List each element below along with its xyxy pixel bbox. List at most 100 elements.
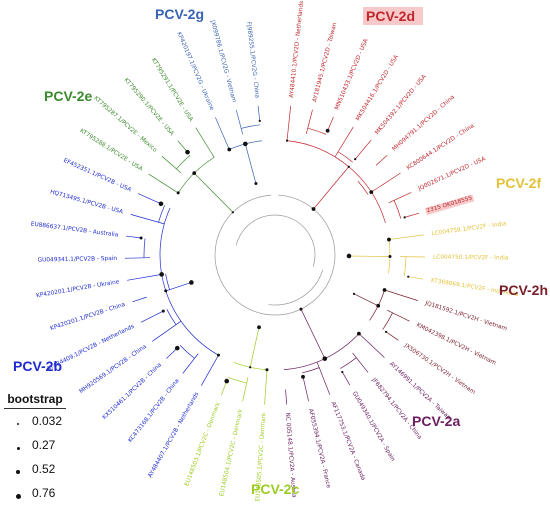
leaf-branch (387, 310, 409, 321)
group-label-pcv-2d: PCV-2d (366, 8, 415, 24)
leaf-label: HQ713495.1/PCV2B - USA (49, 189, 123, 215)
leaf-label: EU886637.1/PCV2B - Australia (30, 222, 119, 239)
clade-stem (349, 256, 390, 257)
legend-dot-icon (16, 470, 20, 474)
leaf-branch (317, 362, 330, 395)
root-arc (236, 215, 315, 267)
tree-branches (125, 106, 425, 405)
clade-arc (160, 208, 218, 355)
group-label-pcv-2b: PCV-2b (13, 358, 62, 374)
bootstrap-node (354, 158, 356, 160)
leaf-label: EU148503.1/PCV2C - Denmark (184, 401, 222, 487)
bootstrap-node (232, 211, 234, 213)
leaf-branch (359, 334, 385, 358)
leaf-label: AF055394.1/PCV2A - France (307, 408, 331, 489)
leaf-branch (201, 355, 218, 385)
bootstrap-node (159, 201, 164, 206)
leaf-branch (355, 140, 371, 159)
leaf-branch (328, 117, 334, 131)
group-label-pcv-2h: PCV-2h (499, 282, 548, 298)
leaf-branch (149, 174, 178, 193)
leaf-label: AY484410.1/PCV2D - Netherlands (289, 1, 305, 99)
internal-arc (383, 313, 393, 330)
leaf-label-highlighted: 2315 OK018555 (426, 195, 473, 214)
bootstrap-node (164, 289, 167, 292)
bootstrap-node (347, 254, 352, 259)
clade-stem (301, 309, 325, 359)
bootstrap-node (299, 308, 302, 311)
bootstrap-node (369, 190, 373, 194)
bootstrap-node (286, 140, 288, 142)
leaf-branch (127, 274, 161, 280)
bootstrap-node (348, 166, 350, 168)
bootstrap-node (383, 288, 387, 292)
leaf-label: MN510433.1/PCV2D - USA (334, 38, 369, 111)
leaf-branch (183, 354, 198, 374)
group-label-pcv-2a: PCV-2a (412, 413, 460, 429)
legend-title: bootstrap (4, 392, 66, 409)
internal-arc (308, 128, 326, 134)
bootstrap-node (243, 142, 248, 147)
leaf-label: JX099786.1/PCV2G - Vietnam (209, 19, 237, 104)
bootstrap-node (323, 356, 328, 361)
leaf-label: JQ181592.1/PCV2H - Vietnam (423, 300, 507, 332)
leaf-branch (287, 106, 291, 141)
clade-stem (245, 144, 256, 184)
leaf-branch (306, 110, 312, 134)
internal-arc (159, 205, 165, 222)
group-labels: PCV-2g PCV-2d PCV-2e PCV-2f PCV-2h PCV-2… (13, 6, 548, 497)
legend-dot-icon (16, 494, 21, 499)
internal-arc (180, 345, 194, 358)
leaf-label: JQ002671.1/PCV2D - USA (417, 156, 487, 192)
bootstrap-legend: bootstrap 0.032 0.27 0.52 0.76 (4, 392, 66, 502)
internal-arc (394, 200, 401, 218)
bootstrap-node (140, 236, 143, 239)
internal-arc (228, 377, 247, 383)
legend-dot-icon (17, 423, 19, 425)
internal-arc (404, 257, 406, 276)
leaf-label: GU049341.1/PCV2B - Spain (38, 256, 118, 264)
leaf-branch (371, 173, 400, 192)
leaf-branch (405, 213, 419, 217)
leaf-branch (389, 235, 424, 240)
legend-item: 0.27 (4, 437, 66, 461)
bootstrap-node (175, 346, 180, 351)
leaf-branch (162, 156, 181, 172)
bootstrap-node (259, 120, 261, 122)
bootstrap-node (341, 371, 343, 373)
leaf-branch (265, 370, 267, 405)
leaf-branch (353, 353, 369, 373)
bootstrap-node (189, 280, 194, 285)
leaf-label: EU148504.1/PCV2C - Denmark (219, 408, 244, 497)
clade-stem (313, 167, 348, 209)
bootstrap-node (353, 293, 355, 295)
internal-arc (302, 368, 319, 373)
legend-item: 0.032 (4, 413, 66, 437)
bootstrap-node (257, 325, 261, 329)
bootstrap-node (388, 255, 391, 258)
bootstrap-node (407, 276, 409, 278)
group-label-pcv-2c: PCV-2c (251, 481, 299, 497)
bootstrap-node (376, 304, 380, 308)
bootstrap-node (326, 129, 330, 133)
leaf-branch (132, 297, 146, 302)
leaf-branch (125, 258, 150, 259)
leaf-branch (126, 236, 141, 238)
leaf-branch (286, 390, 287, 405)
leaf-branch (258, 106, 260, 121)
legend-value: 0.032 (32, 414, 62, 428)
legend-item: 0.52 (4, 461, 66, 485)
internal-arc (176, 155, 190, 169)
clade-stem (166, 282, 192, 290)
bootstrap-node (404, 216, 406, 218)
legend-value: 0.27 (32, 438, 55, 452)
clade-stem (194, 173, 233, 212)
leaf-label: LC004759.1/PCV2F - India (431, 221, 507, 237)
leaf-branch (141, 311, 163, 322)
leaf-label: EF452351.1/PCV2B - USA (62, 158, 132, 194)
bootstrap-node (159, 272, 164, 277)
internal-arc (358, 181, 368, 194)
bootstrap-node (254, 182, 257, 185)
legend-dot-icon (17, 447, 20, 450)
bootstrap-node (185, 150, 190, 155)
